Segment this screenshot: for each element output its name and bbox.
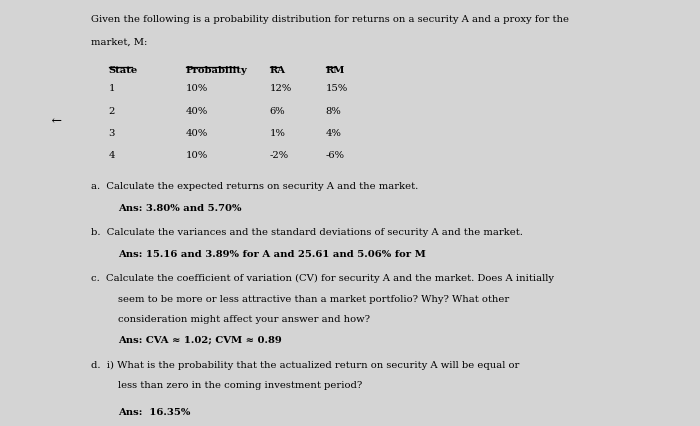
Text: -2%: -2% <box>270 151 288 160</box>
Text: Ans:  16.35%: Ans: 16.35% <box>118 408 190 417</box>
Text: Probability: Probability <box>186 66 247 75</box>
Text: RA: RA <box>270 66 286 75</box>
Text: 4: 4 <box>108 151 115 160</box>
Text: -6%: -6% <box>326 151 344 160</box>
Text: 10%: 10% <box>186 151 208 160</box>
Text: less than zero in the coming investment period?: less than zero in the coming investment … <box>118 381 362 390</box>
Text: a.  Calculate the expected returns on security A and the market.: a. Calculate the expected returns on sec… <box>91 182 419 191</box>
Text: 10%: 10% <box>186 84 208 93</box>
Text: RM: RM <box>326 66 345 75</box>
Text: 8%: 8% <box>326 106 342 115</box>
Text: 4%: 4% <box>326 129 342 138</box>
Text: 15%: 15% <box>326 84 348 93</box>
Text: consideration might affect your answer and how?: consideration might affect your answer a… <box>118 315 370 324</box>
Text: 12%: 12% <box>270 84 292 93</box>
Text: 40%: 40% <box>186 106 208 115</box>
Text: b.  Calculate the variances and the standard deviations of security A and the ma: b. Calculate the variances and the stand… <box>91 228 523 237</box>
Text: market, M:: market, M: <box>91 38 148 47</box>
Text: State: State <box>108 66 138 75</box>
Text: 6%: 6% <box>270 106 285 115</box>
Text: 1%: 1% <box>270 129 286 138</box>
Text: Ans: 15.16 and 3.89% for A and 25.61 and 5.06% for M: Ans: 15.16 and 3.89% for A and 25.61 and… <box>118 250 426 259</box>
Text: 1: 1 <box>108 84 115 93</box>
Text: c.  Calculate the coefficient of variation (CV) for security A and the market. D: c. Calculate the coefficient of variatio… <box>91 274 554 283</box>
Text: 2: 2 <box>108 106 115 115</box>
Text: 3: 3 <box>108 129 115 138</box>
Text: Given the following is a probability distribution for returns on a security A an: Given the following is a probability dis… <box>91 15 569 24</box>
Text: →: → <box>51 111 62 124</box>
Text: d.  i) What is the probability that the actualized return on security A will be : d. i) What is the probability that the a… <box>91 360 519 369</box>
Text: 40%: 40% <box>186 129 208 138</box>
Text: Ans: CVA ≈ 1.02; CVM ≈ 0.89: Ans: CVA ≈ 1.02; CVM ≈ 0.89 <box>118 336 281 345</box>
Text: seem to be more or less attractive than a market portfolio? Why? What other: seem to be more or less attractive than … <box>118 295 509 304</box>
Text: Ans: 3.80% and 5.70%: Ans: 3.80% and 5.70% <box>118 204 241 213</box>
